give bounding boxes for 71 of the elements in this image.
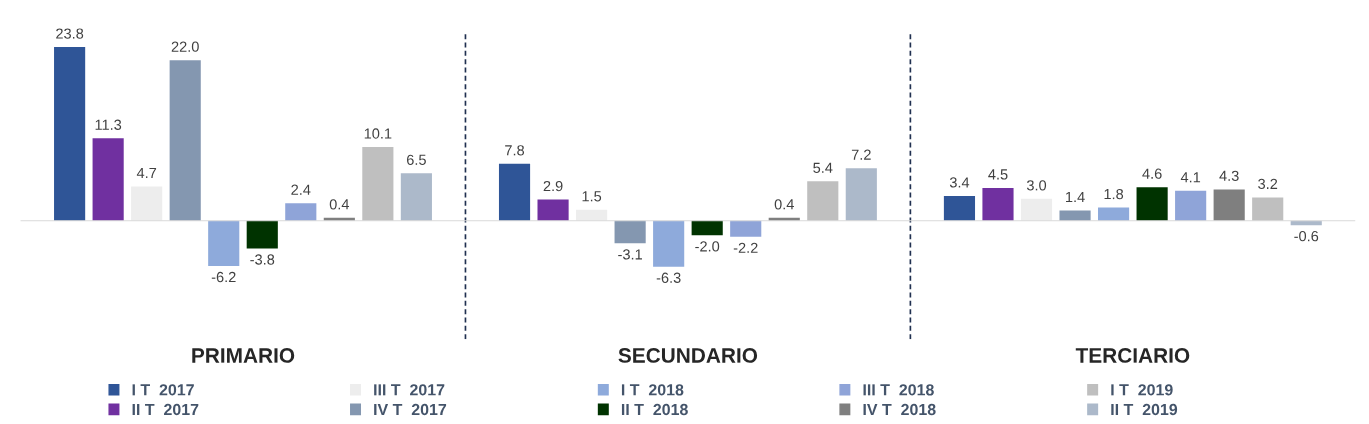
bar xyxy=(982,187,1014,221)
data-label: 4.1 xyxy=(1180,172,1201,183)
data-label: 4.7 xyxy=(136,167,157,178)
bar xyxy=(1252,197,1284,221)
data-label: 4.6 xyxy=(1142,168,1162,179)
bar xyxy=(943,195,976,221)
bar xyxy=(1020,198,1053,221)
data-label: -2.2 xyxy=(733,242,758,253)
data-label: -2.0 xyxy=(695,241,720,252)
bar xyxy=(576,209,608,221)
data-label: 5.4 xyxy=(813,162,833,173)
data-label: 0.4 xyxy=(329,199,350,210)
bar xyxy=(537,199,569,221)
bar xyxy=(1175,190,1207,221)
bar xyxy=(614,220,646,244)
bar xyxy=(845,168,877,221)
data-label: 6.5 xyxy=(406,154,426,165)
data-label: 1.5 xyxy=(582,191,602,202)
x-tick-label: SECUNDARIO xyxy=(618,348,758,363)
data-label: 7.2 xyxy=(851,149,871,160)
legend-label: IV T 2018 xyxy=(863,403,936,416)
legend-label: I T 2018 xyxy=(621,384,684,396)
legend-label: IV T 2017 xyxy=(374,403,447,416)
bar xyxy=(92,138,124,221)
bar xyxy=(208,220,240,266)
legend-label: III T 2018 xyxy=(863,384,934,396)
bar xyxy=(807,181,839,221)
data-label: 1.8 xyxy=(1104,188,1124,200)
bar xyxy=(1213,189,1245,221)
data-label: 11.3 xyxy=(95,119,122,130)
legend-label: II T 2019 xyxy=(1111,403,1178,416)
legend-label: III T 2017 xyxy=(374,384,445,396)
legend-label: II T 2017 xyxy=(132,403,199,416)
bar xyxy=(246,220,278,249)
bar xyxy=(498,163,531,221)
data-label: -3.1 xyxy=(618,249,642,260)
data-label: 1.4 xyxy=(1066,191,1085,203)
data-label: 3.2 xyxy=(1258,178,1278,190)
data-label: 4.5 xyxy=(988,169,1008,180)
data-label: -3.8 xyxy=(250,254,275,265)
bar xyxy=(362,147,394,221)
data-label: 10.1 xyxy=(364,128,392,139)
bar xyxy=(1136,187,1168,221)
bar xyxy=(730,220,762,237)
legend-label: I T 2019 xyxy=(1111,384,1173,396)
data-label: 22.0 xyxy=(171,41,199,52)
data-label: 2.9 xyxy=(543,180,563,192)
x-tick-label: PRIMARIO xyxy=(192,348,295,363)
bar xyxy=(1059,210,1091,221)
bar xyxy=(54,47,86,221)
bar xyxy=(691,220,723,236)
data-label: 2.4 xyxy=(291,184,311,195)
bar xyxy=(1290,220,1322,226)
data-label: 7.8 xyxy=(505,145,525,156)
bar xyxy=(653,220,685,267)
bar xyxy=(169,60,201,221)
legend-label: I T 2017 xyxy=(132,384,194,396)
legend-label: II T 2018 xyxy=(621,403,688,416)
data-label: -6.3 xyxy=(656,272,681,283)
data-label: -0.6 xyxy=(1294,231,1319,242)
bar xyxy=(131,186,163,221)
bar xyxy=(285,203,317,221)
data-label: 4.3 xyxy=(1219,170,1239,182)
x-tick-label: TERCIARIO xyxy=(1075,348,1190,363)
data-label: 0.4 xyxy=(774,199,794,210)
bar xyxy=(1098,207,1130,221)
data-label: 23.8 xyxy=(56,28,84,39)
data-label: 3.4 xyxy=(949,177,970,188)
data-label: 3.0 xyxy=(1026,180,1047,191)
bar xyxy=(400,173,432,221)
data-label: -6.2 xyxy=(211,271,236,283)
